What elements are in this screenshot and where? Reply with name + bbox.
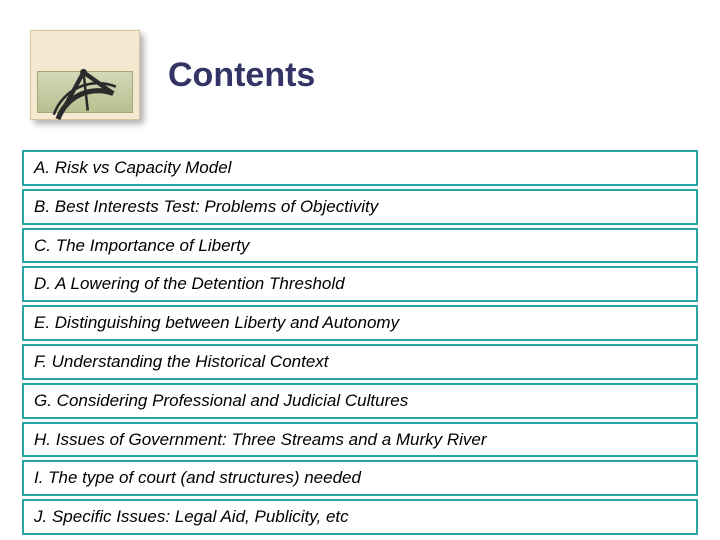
contents-list: A. Risk vs Capacity Model B. Best Intere… [0, 140, 720, 535]
list-item: C. The Importance of Liberty [22, 228, 698, 264]
sextant-icon [41, 51, 126, 136]
list-item: A. Risk vs Capacity Model [22, 150, 698, 186]
list-item: D. A Lowering of the Detention Threshold [22, 266, 698, 302]
list-item: B. Best Interests Test: Problems of Obje… [22, 189, 698, 225]
slide: Contents A. Risk vs Capacity Model B. Be… [0, 0, 720, 540]
page-title: Contents [168, 56, 315, 95]
list-item: J. Specific Issues: Legal Aid, Publicity… [22, 499, 698, 535]
list-item: E. Distinguishing between Liberty and Au… [22, 305, 698, 341]
list-item: G. Considering Professional and Judicial… [22, 383, 698, 419]
list-item: H. Issues of Government: Three Streams a… [22, 422, 698, 458]
header: Contents [0, 0, 720, 140]
list-item: I. The type of court (and structures) ne… [22, 460, 698, 496]
list-item: F. Understanding the Historical Context [22, 344, 698, 380]
logo-image [30, 30, 140, 120]
